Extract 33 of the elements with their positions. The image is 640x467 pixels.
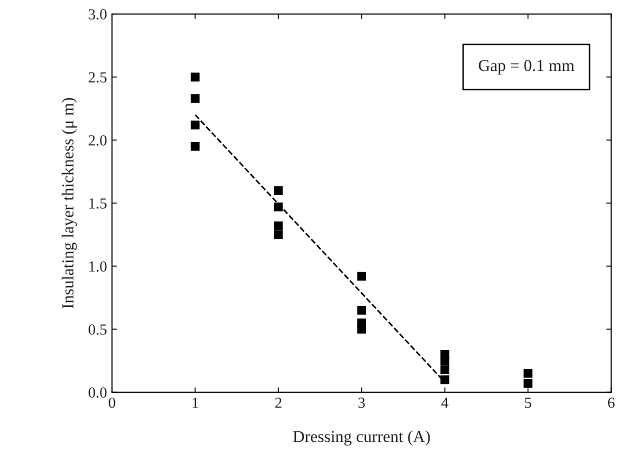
point [357,324,366,334]
y-tick-label: 1.5 [89,198,107,209]
point [274,230,283,240]
point [274,221,283,230]
y-tick-label: 1.0 [89,261,107,272]
x-tick-label: 5 [525,398,532,408]
x-tick-label: 1 [192,398,198,408]
point [357,306,366,315]
point [190,120,200,130]
x-tick-label: 6 [608,398,615,408]
y-axis-title: Insulating layer thickness (μ m) [62,98,77,308]
y-tick-label: 0.5 [88,324,107,335]
y-tick-label: 2.5 [88,72,107,83]
annotation: Gap = 0.1 mm [478,60,574,75]
x-tick-label: 0 [108,398,116,408]
point [524,368,532,378]
point [524,379,532,388]
x-tick-label: 4 [441,398,448,408]
point [190,72,200,82]
y-tick-label: 2.0 [88,135,107,146]
x-tick-label: 2 [275,398,282,408]
point [440,375,450,384]
point [190,94,200,103]
y-tick-label: 0.0 [88,387,107,398]
x-tick-label: 3 [358,398,365,408]
point [190,142,200,151]
x-axis-title: Dressing current (A) [293,430,430,446]
point [357,272,366,281]
point [274,186,283,195]
point [440,356,450,366]
y-tick-label: 3.0 [88,9,107,20]
point [274,202,283,212]
point [440,365,450,374]
